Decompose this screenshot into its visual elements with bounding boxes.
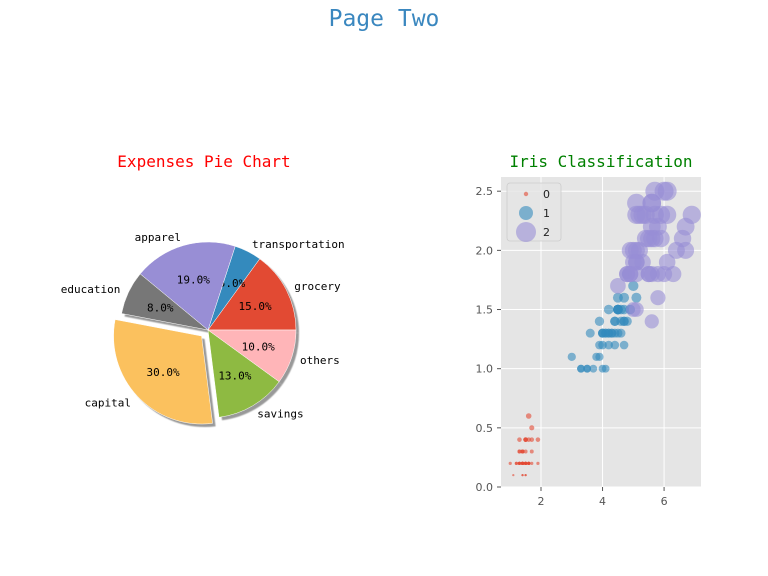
scatter-point-class-0 (535, 437, 541, 442)
legend-label: 1 (543, 207, 550, 220)
scatter-point-class-1 (583, 364, 592, 373)
scatter-point-class-1 (616, 316, 626, 327)
legend-marker (523, 191, 529, 197)
pie-slice-apparel (139, 241, 236, 331)
expenses-pie-chart: 15.0% grocery 5.0% transportation 19.0% appar… (61, 231, 345, 428)
scatter-point-class-0 (517, 437, 522, 442)
scatter-point-class-0 (530, 461, 534, 465)
legend-label: 2 (543, 226, 550, 239)
scatter-point-class-1 (577, 364, 585, 373)
scatter-point-class-2 (630, 241, 648, 259)
scatter-point-class-1 (628, 280, 639, 292)
pie-slice-grocery (207, 258, 297, 331)
scatter-legend: 0 1 2 (506, 182, 562, 242)
scatter-chart-title: Iris Classification (509, 152, 693, 171)
scatter-point-class-1 (567, 352, 576, 361)
y-tick-label: 1.0 (476, 363, 494, 376)
scatter-point-class-1 (585, 328, 595, 338)
pie-value-label: 10.0% (242, 340, 275, 353)
legend-marker (516, 222, 536, 242)
scatter-point-class-0 (517, 449, 522, 454)
pie-category-label: capital (85, 396, 131, 409)
x-tick-label: 6 (661, 495, 668, 508)
scatter-point-class-2 (645, 181, 665, 201)
scatter-point-class-2 (644, 314, 659, 329)
scatter-point-class-0 (524, 474, 527, 477)
scatter-point-class-0 (523, 437, 528, 442)
pie-category-label: others (300, 354, 340, 367)
iris-scatter-chart: 2 4 6 0.0 0.5 1.0 1.5 2.0 2.5 0 1 2 (476, 177, 701, 508)
scatter-point-class-0 (520, 461, 525, 465)
scatter-point-class-2 (640, 265, 657, 283)
scatter-point-class-2 (682, 205, 701, 224)
scatter-point-class-2 (628, 265, 645, 283)
x-tick-label: 4 (599, 495, 606, 508)
scatter-point-class-1 (631, 292, 642, 303)
scatter-point-class-2 (610, 278, 626, 294)
scatter-point-class-1 (610, 340, 620, 350)
scatter-point-class-1 (592, 352, 601, 361)
pie-category-label: transportation (252, 238, 345, 251)
legend-marker (519, 206, 533, 220)
scatter-point-class-0 (536, 461, 540, 465)
scatter-point-class-0 (525, 413, 532, 419)
pie-category-label: apparel (135, 231, 181, 244)
pie-value-label: 8.0% (147, 302, 174, 315)
y-tick-label: 1.5 (476, 304, 494, 317)
scatter-point-class-2 (651, 205, 671, 224)
y-tick-label: 0.0 (476, 481, 494, 494)
scatter-point-class-1 (589, 364, 598, 373)
pie-value-label: 30.0% (147, 366, 180, 379)
pie-slice-capital (113, 319, 213, 425)
scatter-point-class-2 (650, 290, 666, 306)
scatter-point-class-0 (508, 461, 512, 465)
scatter-point-class-0 (527, 461, 531, 465)
pie-value-label: 5.0% (219, 277, 246, 290)
scatter-point-class-1 (604, 340, 614, 350)
page-title: Page Two (328, 6, 440, 32)
scatter-point-class-2 (667, 241, 685, 259)
scatter-point-class-1 (598, 340, 607, 350)
scatter-point-class-2 (636, 205, 655, 224)
scatter-point-class-1 (619, 340, 629, 350)
scatter-point-class-1 (603, 304, 614, 315)
scatter-point-class-0 (524, 461, 528, 465)
scatter-point-class-1 (612, 292, 623, 303)
pie-slice-others (207, 329, 297, 383)
y-tick-label: 0.5 (476, 422, 494, 435)
scatter-point-class-1 (601, 364, 610, 373)
scatter-point-class-1 (607, 328, 617, 338)
pie-slice-savings (207, 329, 280, 418)
y-tick-label: 2.0 (476, 244, 494, 257)
pie-value-label: 19.0% (177, 273, 210, 286)
y-tick-label: 2.5 (476, 185, 494, 198)
scatter-point-class-1 (594, 316, 605, 327)
pie-slice-education (121, 273, 209, 331)
pie-value-label: 13.0% (218, 369, 251, 382)
pie-value-label: 15.0% (238, 300, 271, 313)
scatter-point-class-0 (529, 449, 534, 454)
scatter-point-class-0 (521, 474, 524, 477)
legend-label: 0 (543, 188, 550, 201)
scatter-point-class-1 (616, 328, 626, 338)
pie-category-label: grocery (294, 280, 341, 293)
x-tick-label: 2 (538, 495, 545, 508)
scatter-point-class-0 (517, 461, 522, 465)
scatter-point-class-0 (512, 474, 515, 477)
scatter-point-class-1 (601, 328, 611, 338)
scatter-point-class-0 (514, 461, 518, 465)
pie-category-label: savings (257, 407, 303, 420)
scatter-point-class-2 (629, 302, 644, 317)
scatter-point-class-0 (523, 449, 528, 454)
pie-category-label: education (61, 283, 121, 296)
scatter-point-class-2 (658, 253, 676, 271)
scatter-point-class-0 (529, 425, 535, 431)
pie-chart-title: Expenses Pie Chart (117, 152, 291, 171)
scatter-point-class-0 (520, 449, 525, 454)
